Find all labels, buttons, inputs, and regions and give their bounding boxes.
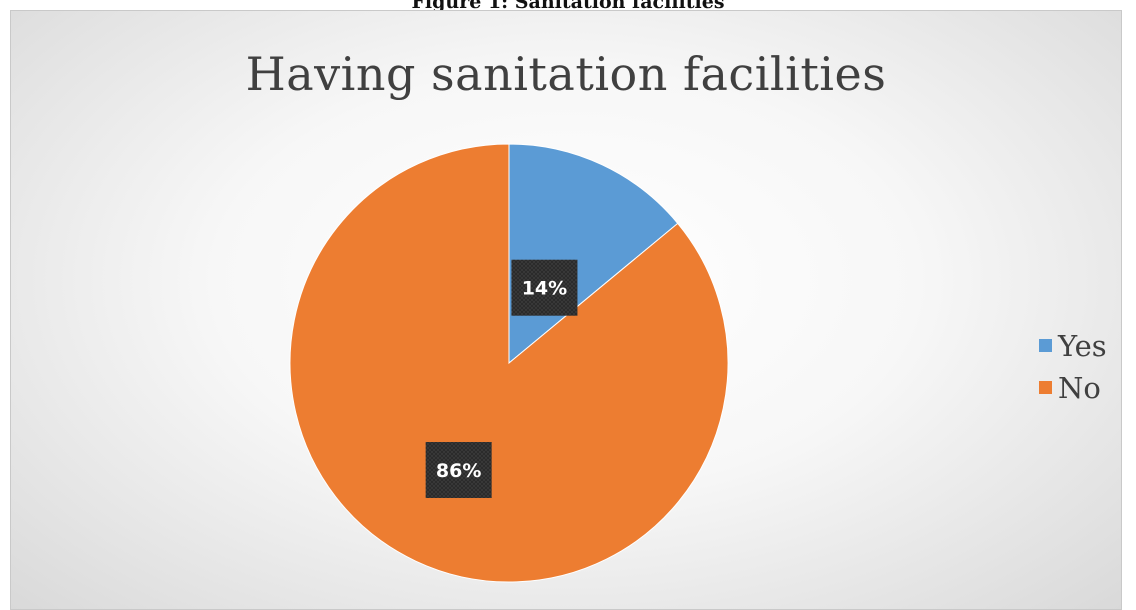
chart-area: Having sanitation facilities 14% 86% Yes … (10, 10, 1122, 610)
legend-swatch-yes (1039, 339, 1052, 352)
legend-item-yes: Yes (1039, 325, 1107, 367)
data-label-text-no: 86% (436, 460, 481, 482)
data-label-box-yes (511, 259, 578, 316)
pie-chart: 14% 86% (289, 143, 729, 583)
data-label-text-yes: 14% (522, 278, 567, 300)
legend-swatch-no (1039, 381, 1052, 394)
legend-item-no: No (1039, 367, 1107, 409)
data-label-no: 86% (425, 442, 492, 499)
legend-label-no: No (1058, 371, 1101, 405)
legend-label-yes: Yes (1058, 329, 1107, 363)
data-labels-layer: 14% 86% (425, 259, 578, 499)
legend: Yes No (1039, 325, 1107, 409)
data-label-box-no (425, 442, 492, 499)
slices-layer (289, 143, 729, 583)
pie-slice-no (289, 143, 729, 583)
chart-title: Having sanitation facilities (245, 47, 887, 101)
data-label-yes: 14% (511, 259, 578, 316)
figure-caption: Figure 1: Sanitation facilities (411, 0, 725, 13)
